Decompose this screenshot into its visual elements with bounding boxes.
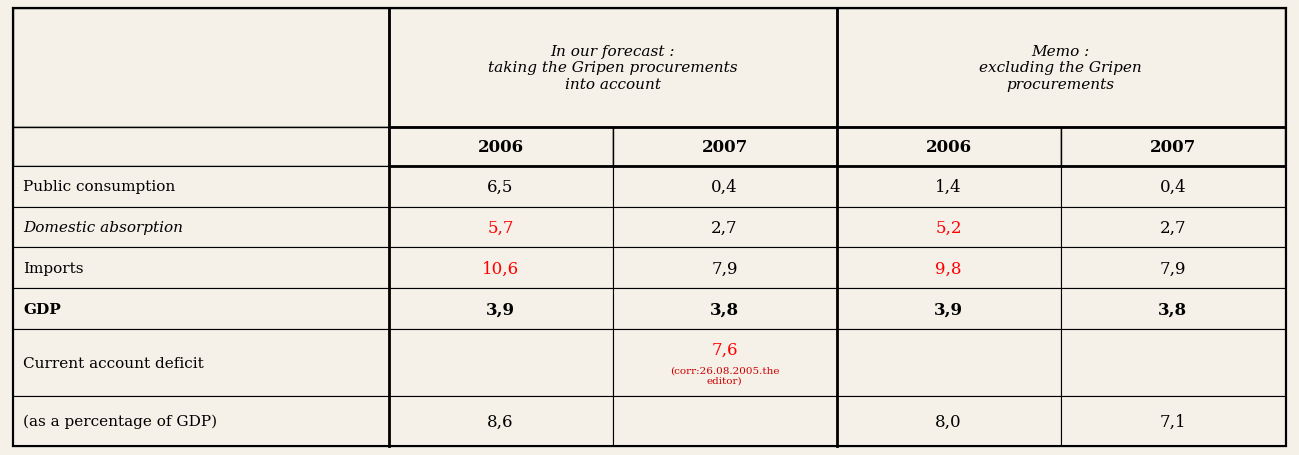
Bar bbox=[13, 396, 388, 446]
Text: 2007: 2007 bbox=[1150, 138, 1196, 155]
Text: Public consumption: Public consumption bbox=[23, 180, 175, 193]
Bar bbox=[388, 127, 613, 166]
Text: (as a percentage of GDP): (as a percentage of GDP) bbox=[23, 414, 217, 428]
Text: 2006: 2006 bbox=[926, 138, 972, 155]
Text: 3,9: 3,9 bbox=[486, 301, 516, 318]
Bar bbox=[613, 127, 837, 166]
Bar bbox=[1061, 248, 1285, 289]
Bar bbox=[837, 396, 1061, 446]
Bar bbox=[1061, 396, 1285, 446]
Bar bbox=[837, 248, 1061, 289]
Bar bbox=[13, 289, 388, 330]
Text: 8,0: 8,0 bbox=[935, 413, 963, 430]
Bar bbox=[388, 9, 837, 127]
Bar bbox=[13, 248, 388, 289]
Bar bbox=[837, 127, 1061, 166]
Bar bbox=[837, 330, 1061, 396]
Text: 0,4: 0,4 bbox=[1160, 178, 1186, 195]
Bar bbox=[13, 166, 388, 207]
Text: 7,9: 7,9 bbox=[712, 260, 738, 277]
Bar bbox=[1061, 207, 1285, 248]
Bar bbox=[388, 166, 613, 207]
Text: Imports: Imports bbox=[23, 262, 84, 275]
Text: 6,5: 6,5 bbox=[487, 178, 513, 195]
Text: 2006: 2006 bbox=[478, 138, 523, 155]
Text: 7,9: 7,9 bbox=[1160, 260, 1186, 277]
Bar bbox=[1061, 289, 1285, 330]
Text: 2007: 2007 bbox=[701, 138, 748, 155]
Bar bbox=[388, 396, 613, 446]
Bar bbox=[837, 289, 1061, 330]
Text: 5,7: 5,7 bbox=[487, 219, 514, 236]
Text: 2,7: 2,7 bbox=[712, 219, 738, 236]
Bar bbox=[613, 166, 837, 207]
Bar bbox=[1061, 166, 1285, 207]
Bar bbox=[613, 248, 837, 289]
Text: 3,8: 3,8 bbox=[1159, 301, 1187, 318]
Text: 5,2: 5,2 bbox=[935, 219, 963, 236]
Text: 8,6: 8,6 bbox=[487, 413, 514, 430]
Text: Memo :
excluding the Gripen
procurements: Memo : excluding the Gripen procurements bbox=[979, 45, 1142, 91]
Bar bbox=[613, 207, 837, 248]
Text: Domestic absorption: Domestic absorption bbox=[23, 221, 183, 234]
Bar bbox=[13, 330, 388, 396]
Bar bbox=[388, 248, 613, 289]
Bar bbox=[613, 396, 837, 446]
Text: 2,7: 2,7 bbox=[1160, 219, 1186, 236]
Bar bbox=[388, 289, 613, 330]
Bar bbox=[837, 207, 1061, 248]
Text: 3,9: 3,9 bbox=[934, 301, 963, 318]
Bar bbox=[613, 330, 837, 396]
Bar bbox=[1061, 330, 1285, 396]
Text: Current account deficit: Current account deficit bbox=[23, 356, 204, 370]
Text: 7,6: 7,6 bbox=[712, 341, 738, 358]
Text: 9,8: 9,8 bbox=[935, 260, 963, 277]
Bar bbox=[388, 207, 613, 248]
Text: 3,8: 3,8 bbox=[711, 301, 739, 318]
Bar bbox=[613, 289, 837, 330]
Bar bbox=[388, 330, 613, 396]
Bar bbox=[13, 207, 388, 248]
Text: (corr:26.08.2005.the
editor): (corr:26.08.2005.the editor) bbox=[670, 365, 779, 385]
Text: 7,1: 7,1 bbox=[1160, 413, 1186, 430]
Bar bbox=[837, 166, 1061, 207]
Text: In our forecast :
taking the Gripen procurements
into account: In our forecast : taking the Gripen proc… bbox=[487, 45, 738, 91]
Bar bbox=[1061, 127, 1285, 166]
Text: 10,6: 10,6 bbox=[482, 260, 520, 277]
Text: 1,4: 1,4 bbox=[935, 178, 963, 195]
Text: 0,4: 0,4 bbox=[712, 178, 738, 195]
Bar bbox=[13, 9, 388, 127]
Bar bbox=[13, 127, 388, 166]
Bar bbox=[837, 9, 1285, 127]
Text: GDP: GDP bbox=[23, 302, 61, 316]
